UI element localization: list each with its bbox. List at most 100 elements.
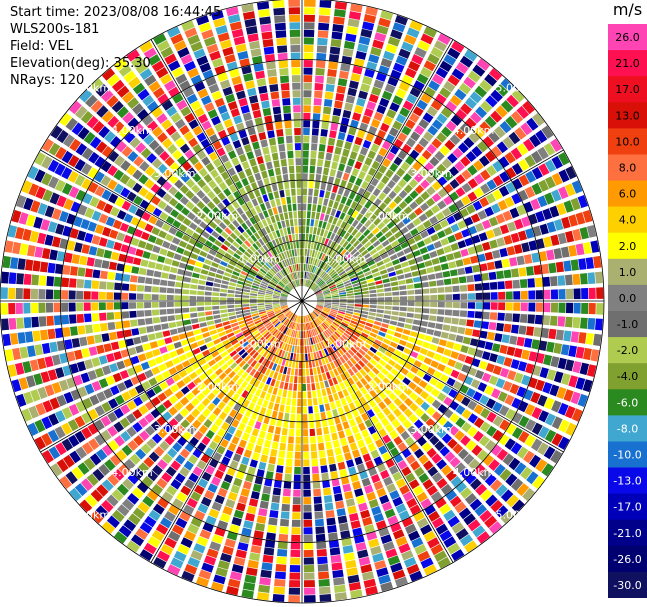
ray-gate bbox=[207, 402, 216, 412]
ray-gate bbox=[414, 544, 427, 555]
ray-gate bbox=[174, 413, 184, 423]
ray-gate bbox=[329, 463, 337, 472]
ray-gate bbox=[113, 169, 124, 181]
ray-gate bbox=[494, 463, 506, 476]
ray-gate bbox=[506, 346, 516, 356]
ray-gate bbox=[347, 349, 355, 357]
ray-gate bbox=[262, 254, 269, 262]
ray-gate bbox=[323, 348, 329, 356]
ray-gate bbox=[409, 190, 419, 200]
ray-gate bbox=[123, 519, 137, 532]
ray-gate bbox=[233, 267, 242, 273]
ray-gate bbox=[69, 228, 79, 239]
ray-gate bbox=[489, 239, 498, 249]
ray-gate bbox=[88, 408, 99, 420]
ray-gate bbox=[127, 347, 137, 356]
ray-gate bbox=[342, 483, 352, 493]
ray-gate bbox=[244, 251, 252, 258]
ray-gate bbox=[290, 413, 296, 421]
ray-gate bbox=[306, 211, 311, 219]
ray-gate bbox=[369, 346, 378, 354]
ray-gate bbox=[354, 399, 362, 408]
ray-gate bbox=[511, 427, 523, 439]
ray-gate bbox=[441, 126, 452, 138]
ray-gate bbox=[339, 292, 347, 295]
range-ring-label: 3.00km bbox=[410, 423, 452, 436]
ray-gate bbox=[281, 236, 286, 244]
ray-gate bbox=[227, 491, 238, 501]
ray-gate bbox=[375, 520, 387, 530]
ray-gate bbox=[546, 369, 557, 381]
ray-gate bbox=[220, 552, 232, 563]
ray-gate bbox=[313, 227, 318, 235]
ray-gate bbox=[192, 323, 200, 330]
ray-gate bbox=[62, 265, 71, 275]
ray-gate bbox=[145, 277, 153, 285]
ray-gate bbox=[295, 165, 302, 173]
ray-gate bbox=[164, 435, 175, 446]
ray-gate bbox=[265, 201, 271, 210]
ray-gate bbox=[322, 331, 328, 339]
ray-gate bbox=[220, 39, 232, 50]
ray-gate bbox=[392, 529, 405, 540]
ray-gate bbox=[197, 285, 205, 291]
ray-gate bbox=[393, 387, 402, 396]
ray-gate bbox=[210, 10, 224, 21]
ray-gate bbox=[218, 411, 228, 421]
ray-gate bbox=[241, 415, 249, 425]
ray-gate bbox=[151, 366, 161, 376]
ray-gate bbox=[142, 343, 151, 351]
ray-gate bbox=[336, 219, 343, 227]
ray-gate bbox=[226, 6, 239, 17]
ray-gate bbox=[409, 392, 419, 401]
ray-gate bbox=[221, 317, 229, 322]
ray-gate bbox=[321, 419, 328, 427]
ray-gate bbox=[250, 207, 257, 216]
ray-gate bbox=[138, 187, 149, 198]
ray-gate bbox=[474, 283, 483, 291]
ray-gate bbox=[346, 306, 354, 309]
ray-gate bbox=[498, 156, 510, 168]
ray-gate bbox=[376, 284, 384, 289]
ray-gate bbox=[162, 265, 171, 272]
ray-gate bbox=[227, 578, 241, 588]
ray-gate bbox=[388, 271, 396, 277]
ray-gate bbox=[414, 419, 424, 429]
ray-gate bbox=[398, 81, 410, 92]
ray-gate bbox=[412, 485, 424, 496]
ray-gate bbox=[588, 287, 596, 299]
azimuth-spoke bbox=[301, 39, 454, 302]
ray-gate bbox=[178, 333, 187, 340]
ray-gate bbox=[222, 208, 231, 217]
ray-gate bbox=[431, 257, 440, 265]
ray-gate bbox=[563, 260, 572, 272]
ray-gate bbox=[160, 517, 173, 529]
ray-gate bbox=[302, 436, 309, 444]
ray-gate bbox=[337, 327, 345, 334]
ray-gate bbox=[475, 302, 483, 310]
ray-gate bbox=[464, 49, 478, 62]
ray-gate bbox=[254, 362, 261, 370]
ray-gate bbox=[319, 282, 326, 288]
ray-gate bbox=[306, 264, 310, 272]
ray-gate bbox=[494, 333, 503, 342]
ray-gate bbox=[505, 408, 516, 420]
ray-gate bbox=[473, 160, 484, 172]
ray-gate bbox=[304, 7, 316, 15]
ray-gate bbox=[130, 319, 138, 327]
ray-gate bbox=[287, 328, 291, 336]
ray-gate bbox=[248, 95, 259, 104]
ray-gate bbox=[258, 325, 266, 332]
ray-gate bbox=[224, 367, 233, 375]
ray-gate bbox=[119, 173, 131, 185]
ray-gate bbox=[245, 261, 253, 268]
ray-gate bbox=[115, 141, 127, 153]
ray-gate bbox=[71, 466, 84, 480]
ray-gate bbox=[399, 311, 407, 317]
ray-gate bbox=[331, 305, 339, 309]
ray-gate bbox=[263, 276, 271, 282]
ray-gate bbox=[439, 530, 453, 542]
ray-gate bbox=[529, 134, 541, 148]
ray-gate bbox=[90, 489, 104, 502]
ray-gate bbox=[524, 403, 536, 416]
